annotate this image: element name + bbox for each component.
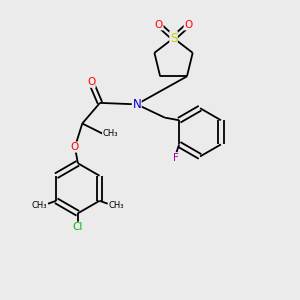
Text: CH₃: CH₃ — [108, 201, 124, 210]
Text: O: O — [71, 142, 79, 152]
Text: O: O — [87, 77, 95, 87]
Text: Cl: Cl — [73, 222, 83, 232]
Text: O: O — [184, 20, 192, 30]
Text: N: N — [132, 98, 141, 111]
Text: CH₃: CH₃ — [103, 129, 118, 138]
Text: CH₃: CH₃ — [32, 201, 47, 210]
Text: S: S — [170, 32, 177, 45]
Text: F: F — [173, 153, 179, 163]
Text: O: O — [155, 20, 163, 30]
